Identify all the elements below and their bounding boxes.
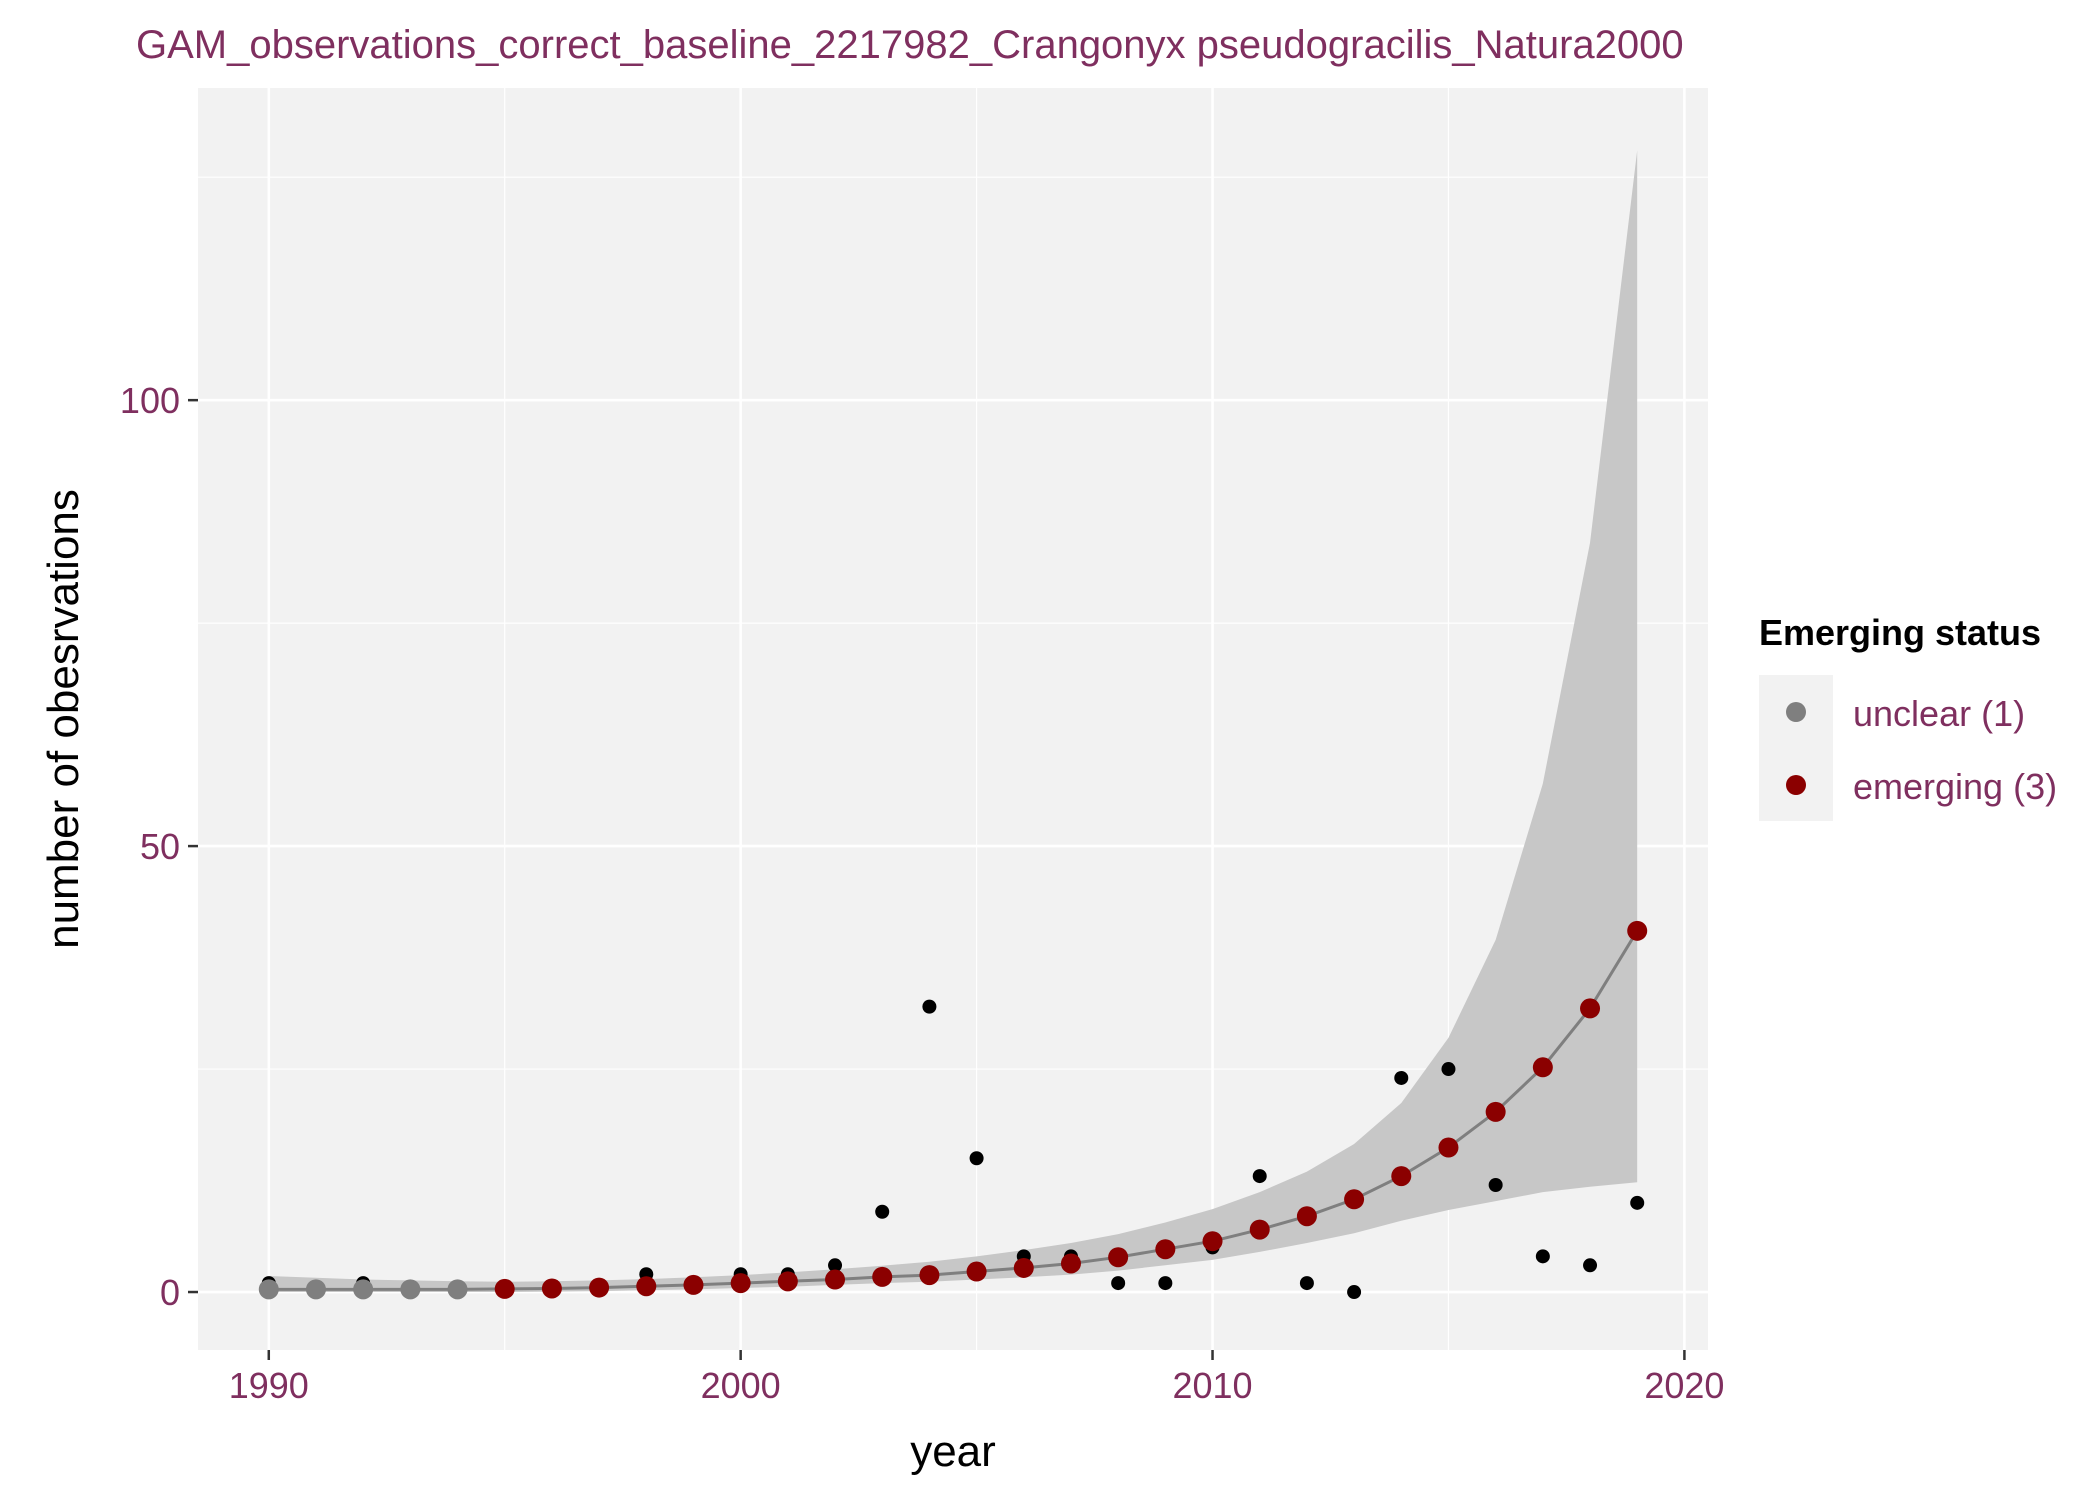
observation-point [875, 1204, 890, 1219]
y-axis: 0 50 100 [120, 380, 198, 1313]
observation-point [828, 1258, 843, 1273]
fitted-point-emerging [1344, 1189, 1365, 1210]
minor-gridlines [198, 88, 1708, 1350]
fitted-point-emerging [1202, 1231, 1223, 1252]
chart-title: GAM_observations_correct_baseline_221798… [136, 23, 1684, 67]
fitted-point-emerging [683, 1274, 704, 1295]
legend: Emerging status unclear (1) emerging (3) [1759, 612, 2057, 821]
legend-title: Emerging status [1759, 612, 2041, 653]
observation-point [1111, 1276, 1126, 1291]
x-tick-label: 2020 [1644, 1365, 1724, 1406]
x-axis: 1990 2000 2010 2020 [229, 1350, 1724, 1406]
legend-key-unclear [1786, 702, 1806, 722]
fitted-point-emerging [1013, 1257, 1034, 1278]
y-tick-label: 0 [160, 1272, 180, 1313]
y-tick-label: 50 [140, 826, 180, 867]
x-tick-label: 2010 [1172, 1365, 1252, 1406]
fitted-point-unclear [258, 1279, 279, 1300]
fitted-point-emerging [1532, 1057, 1553, 1078]
x-tick-label: 1990 [229, 1365, 309, 1406]
observation-point [1488, 1178, 1503, 1193]
fitted-point-emerging [589, 1277, 610, 1298]
observation-point [1299, 1276, 1314, 1291]
x-tick-label: 2000 [701, 1365, 781, 1406]
observation-point [1394, 1070, 1409, 1085]
legend-key-emerging [1786, 775, 1806, 795]
confidence-band-layer [268, 150, 1638, 1292]
observation-point [1347, 1285, 1362, 1300]
fitted-point-emerging [730, 1273, 751, 1294]
fitted-point-emerging [1627, 920, 1648, 941]
fitted-point-unclear [447, 1279, 468, 1300]
y-axis-title: number of obesrvations [39, 489, 88, 949]
fitted-point-emerging [1438, 1137, 1459, 1158]
fitted-point-emerging [1108, 1247, 1129, 1268]
fitted-point-emerging [777, 1271, 798, 1292]
observation-point [1158, 1276, 1173, 1291]
fitted-point-emerging [1391, 1166, 1412, 1187]
observation-point [1630, 1195, 1645, 1210]
fitted-point-unclear [400, 1279, 421, 1300]
observation-point [969, 1151, 984, 1166]
fitted-point-emerging [966, 1261, 987, 1282]
confidence-band [268, 150, 1638, 1292]
observation-point [922, 999, 937, 1014]
fitted-point-emerging [1155, 1239, 1176, 1260]
fitted-point-emerging [872, 1266, 893, 1287]
fitted-points [258, 920, 1648, 1300]
fitted-point-emerging [825, 1269, 846, 1290]
observation-point [1252, 1169, 1267, 1184]
fitted-point-emerging [494, 1278, 515, 1299]
legend-key-background [1759, 675, 1833, 821]
fitted-point-unclear [353, 1279, 374, 1300]
fitted-point-emerging [1485, 1101, 1506, 1122]
fitted-point-emerging [636, 1276, 657, 1297]
x-axis-title: year [910, 1427, 996, 1476]
fitted-point-emerging [1060, 1253, 1081, 1274]
observation-point [1441, 1062, 1456, 1077]
fitted-point-emerging [1249, 1219, 1270, 1240]
observation-point [1535, 1249, 1550, 1264]
fitted-point-emerging [541, 1278, 562, 1299]
legend-label-unclear: unclear (1) [1853, 693, 2025, 734]
fitted-point-emerging [919, 1265, 940, 1286]
y-tick-label: 100 [120, 380, 180, 421]
observation-point [1583, 1258, 1598, 1273]
fitted-point-emerging [1580, 998, 1601, 1019]
legend-label-emerging: emerging (3) [1853, 766, 2057, 807]
fitted-point-emerging [1296, 1206, 1317, 1227]
fitted-point-unclear [305, 1279, 326, 1300]
